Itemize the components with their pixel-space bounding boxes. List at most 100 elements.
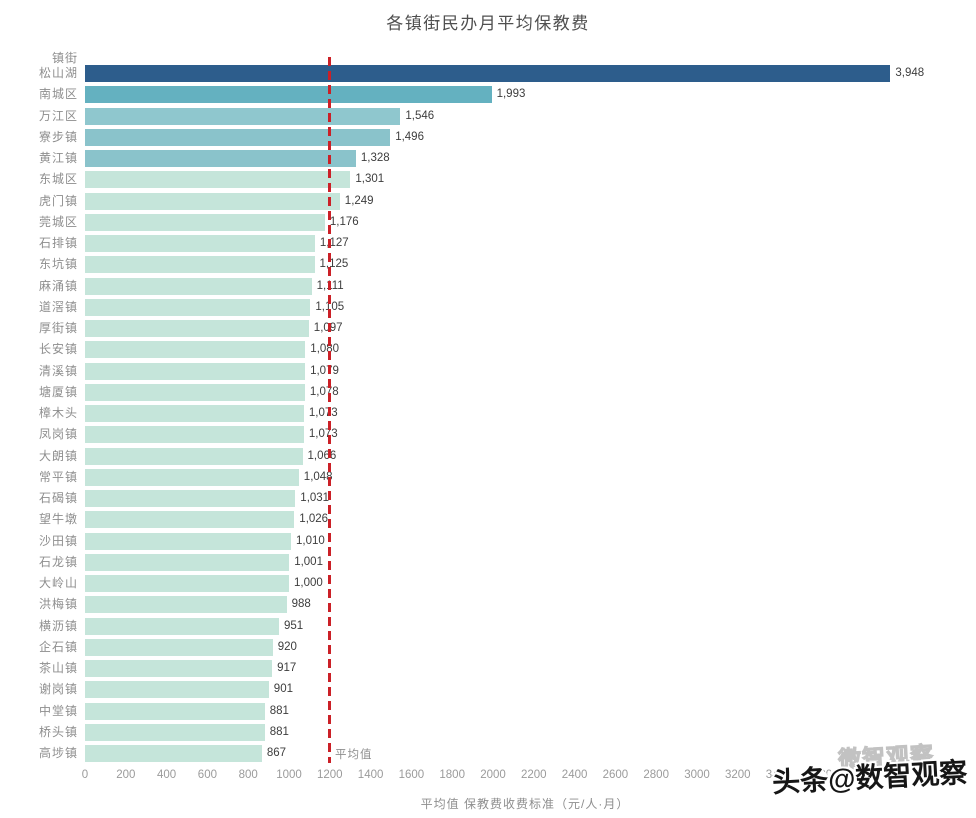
x-axis-tick-label: 4000 [888, 769, 914, 781]
bar [85, 298, 311, 316]
category-label: 茶山镇 [38, 661, 78, 675]
x-axis-tick-label: 0 [81, 769, 89, 781]
average-reference-line [327, 57, 331, 763]
category-label: 企石镇 [38, 639, 78, 654]
bar [85, 660, 273, 677]
bar [85, 468, 299, 486]
value-label: 1,079 [310, 364, 339, 377]
x-axis-tick-label: 1000 [276, 769, 302, 781]
value-label: 1,000 [294, 577, 323, 589]
value-label: 1,048 [303, 470, 333, 483]
value-label: 1,073 [308, 428, 338, 441]
bar [85, 320, 309, 337]
value-label: 1,127 [319, 237, 349, 249]
category-label: 黄江镇 [38, 151, 78, 165]
bar [85, 405, 304, 422]
bar [85, 235, 315, 252]
value-label: 1,125 [319, 258, 349, 271]
bar [85, 65, 891, 82]
bar [85, 341, 306, 359]
category-label: 松山湖 [38, 66, 78, 80]
category-label: 大岭山 [38, 576, 78, 590]
category-label: 洪梅镇 [38, 597, 78, 612]
bar [85, 277, 312, 295]
value-label: 988 [291, 598, 311, 611]
x-axis-tick-label: 2000 [480, 769, 506, 781]
value-label: 1,176 [329, 215, 359, 228]
x-axis-tick-label: 200 [116, 769, 136, 781]
value-label: 901 [273, 683, 293, 696]
bar [85, 532, 291, 550]
x-axis-tick-label: 1800 [439, 769, 465, 781]
value-label: 1,080 [310, 343, 340, 356]
value-label: 1,993 [496, 88, 526, 101]
bar [85, 596, 287, 614]
x-axis-tick-label: 600 [197, 769, 217, 781]
category-label: 清溪镇 [38, 363, 78, 378]
bar [85, 256, 315, 274]
category-label: 凤岗镇 [38, 427, 78, 442]
value-label: 1,078 [309, 385, 339, 398]
category-label: 石碣镇 [38, 491, 78, 505]
x-axis-tick-label: 2600 [602, 769, 629, 781]
category-label: 东坑镇 [38, 257, 78, 272]
bar [85, 447, 303, 465]
bar [85, 638, 273, 656]
bar [85, 128, 391, 146]
value-label: 920 [277, 640, 297, 653]
bar [85, 681, 269, 699]
bar [85, 490, 296, 507]
value-label: 1,066 [307, 449, 337, 462]
bar [85, 213, 325, 231]
x-axis-tick-label: 4200 [929, 769, 955, 781]
x-axis-tick-label: 1600 [398, 769, 425, 781]
value-label: 1,249 [344, 194, 374, 207]
value-label: 951 [284, 619, 304, 632]
category-label: 高埗镇 [38, 746, 78, 760]
watermark-text: 头条@数智观察 [771, 756, 969, 799]
bar [85, 617, 279, 635]
bar [85, 192, 340, 210]
value-label: 1,031 [300, 492, 330, 504]
value-label: 881 [269, 704, 289, 717]
value-label: 867 [266, 747, 287, 759]
bar [85, 745, 262, 762]
x-axis-tick-label: 3800 [847, 769, 873, 781]
bar [85, 553, 290, 571]
bar [85, 383, 305, 401]
category-label: 谢岗镇 [38, 682, 78, 697]
category-label: 南城区 [38, 87, 78, 102]
category-label: 塘厦镇 [38, 384, 78, 399]
bar [85, 362, 306, 380]
x-axis-tick-label: 3400 [765, 769, 792, 781]
value-label: 881 [269, 725, 289, 738]
y-axis-title: 镇街 [51, 51, 78, 65]
value-label: 1,546 [405, 109, 435, 122]
bar [85, 107, 401, 125]
category-label: 东城区 [38, 172, 78, 187]
x-axis-title: 平均值 保教费收费标准（元/人·月） [420, 797, 630, 811]
value-label: 1,301 [355, 173, 385, 186]
category-label: 望牛墩 [38, 512, 78, 527]
category-label: 沙田镇 [38, 533, 78, 548]
value-label: 3,948 [895, 67, 925, 79]
value-label: 917 [277, 662, 297, 674]
category-label: 樟木头 [38, 406, 78, 420]
chart-title: 各镇街民办月平均保教费 [386, 14, 590, 33]
x-axis-tick-label: 1400 [357, 769, 384, 781]
bar [85, 702, 265, 720]
category-label: 常平镇 [38, 469, 78, 484]
bar [85, 723, 265, 741]
category-label: 桥头镇 [38, 724, 78, 739]
x-axis-tick-label: 800 [238, 769, 258, 781]
category-label: 长安镇 [38, 342, 78, 357]
x-axis-tick-label: 3200 [725, 769, 751, 781]
bar [85, 171, 351, 189]
category-label: 虎门镇 [38, 193, 78, 208]
x-axis-tick-label: 2800 [643, 769, 669, 781]
category-label: 麻涌镇 [38, 278, 78, 293]
bar [85, 426, 304, 444]
x-axis-tick-label: 1200 [317, 769, 343, 781]
value-label: 1,026 [299, 513, 329, 526]
